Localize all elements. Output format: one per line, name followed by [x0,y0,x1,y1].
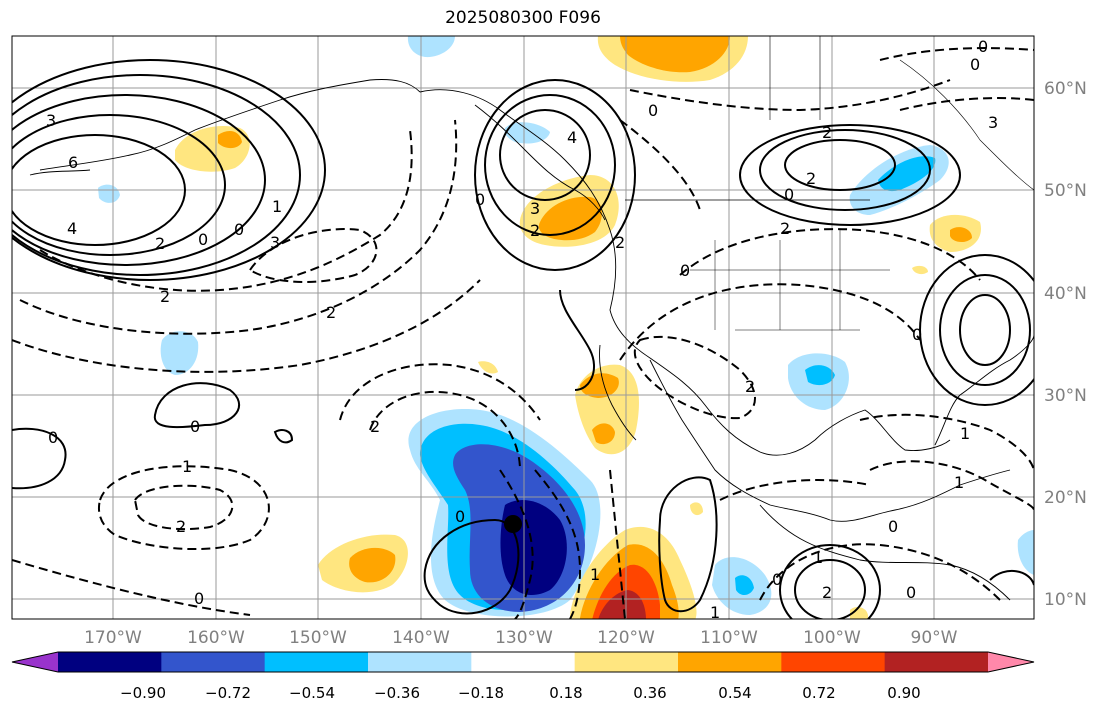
contour-label: 0 [194,589,204,608]
map-area: 3 6 4 2 0 0 1 3 2 2 4 3 2 0 0 2 0 2 2 0 … [12,36,1034,622]
lon-label: 150°W [289,628,347,648]
contour-label: 2 [530,221,540,240]
contour-label: 2 [615,233,625,252]
colorbar-segment [678,652,782,672]
contour-label: 2 [822,583,832,602]
contour-label: 2 [806,169,816,188]
lon-label: 120°W [597,628,655,648]
positive-contours [12,59,1034,619]
colorbar-segment [471,652,576,672]
colorbar-tick-label: 0.90 [887,684,920,702]
contour-label: 6 [68,153,78,172]
colorbar-segment [574,652,679,672]
contour-label: 0 [198,230,208,249]
contour-label: 0 [772,570,782,589]
contour-label: 3 [46,111,56,130]
lon-label: 170°W [84,628,142,648]
colorbar-segment [264,652,369,672]
contour-label: 2 [176,517,186,536]
latitude-labels: 60°N 50°N 40°N 30°N 20°N 10°N [1044,79,1087,610]
colorbar-extend-max [988,652,1034,672]
contour-label: 2 [155,234,165,253]
contour-label: 2 [160,287,170,306]
colorbar-segment [161,652,266,672]
contour-label: 3 [988,113,998,132]
colorbar-segment [781,652,886,672]
contour-label: 0 [190,417,200,436]
colorbar-tick-label: −0.90 [120,684,166,702]
contour-label: 2 [822,123,832,142]
contour-label: 0 [475,190,485,209]
map-title: 2025080300 F096 [445,8,601,28]
colorbar-tick-labels: −0.90 −0.72 −0.54 −0.36 −0.18 0.18 0.36 … [120,684,921,702]
contour-label: 2 [370,417,380,436]
contour-label: 2 [745,377,755,396]
contour-label: 0 [888,517,898,536]
contour-label: 1 [182,457,192,476]
contour-label: 1 [710,603,720,622]
contour-label: 0 [906,583,916,602]
contour-label: 0 [48,428,58,447]
graticule [12,36,1034,619]
colorbar-tick-label: 0.18 [549,684,582,702]
lon-label: 90°W [911,628,958,648]
contour-label: 3 [270,233,280,252]
contour-label: 0 [970,55,980,74]
lat-label: 50°N [1044,181,1087,201]
contour-label: 2 [780,219,790,238]
colorbar-segment [884,652,989,672]
lon-label: 110°W [700,628,758,648]
colorbar-tick-label: 0.72 [802,684,835,702]
colorbar-tick-label: −0.36 [374,684,420,702]
contour-label: 0 [912,325,922,344]
colorbar-tick-label: 0.36 [633,684,666,702]
colorbar-segment [368,652,472,672]
contour-label: 1 [960,424,970,443]
contour-label: 0 [978,37,988,56]
colorbar-segment [58,652,162,672]
longitude-labels: 170°W 160°W 150°W 140°W 130°W 120°W 110°… [84,628,958,648]
negative-contours [12,47,1034,619]
contour-label: 0 [234,220,244,239]
lat-label: 60°N [1044,79,1087,99]
lon-label: 160°W [187,628,245,648]
contour-label: 1 [590,565,600,584]
storm-center-marker [504,515,522,533]
colorbar-tick-label: −0.18 [458,684,504,702]
colorbar-outline [11,651,1035,673]
lon-label: 100°W [803,628,861,648]
lat-label: 10°N [1044,590,1087,610]
contour-label: 3 [530,199,540,218]
contour-label: 0 [455,507,465,526]
colorbar-tick-label: −0.54 [289,684,335,702]
contour-label: 0 [784,185,794,204]
map-frame [11,35,1035,620]
colorbar-tick-label: −0.72 [205,684,251,702]
contour-label: 1 [272,197,282,216]
contour-label: 4 [67,219,77,238]
contour-label: 1 [813,548,823,567]
lat-label: 40°N [1044,284,1087,304]
contour-labels: 3 6 4 2 0 0 1 3 2 2 4 3 2 0 0 2 0 2 2 0 … [46,37,998,622]
lon-label: 140°W [392,628,450,648]
contour-label: 1 [954,473,964,492]
lon-label: 130°W [495,628,553,648]
contour-label: 0 [680,261,690,280]
lat-label: 30°N [1044,386,1087,406]
colorbar [11,651,1035,673]
contour-label: 2 [326,303,336,322]
contour-label: 0 [648,101,658,120]
colorbar-tick-label: 0.54 [718,684,751,702]
colorbar-extend-min [12,652,58,672]
contour-label: 4 [567,128,577,147]
lat-label: 20°N [1044,488,1087,508]
